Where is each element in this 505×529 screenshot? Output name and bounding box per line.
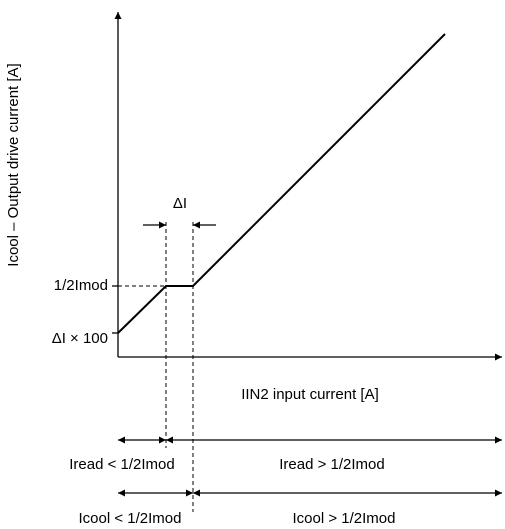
range-label: Iread < 1/2Imod xyxy=(69,456,174,473)
x-axis-label: IIN2 input current [A] xyxy=(241,386,379,403)
y-axis-label: Icool – Output drive current [A] xyxy=(5,63,22,266)
range-label: Icool > 1/2Imod xyxy=(293,510,396,527)
offset-label: ΔI × 100 xyxy=(52,330,108,347)
delta-label: ΔI xyxy=(173,195,187,212)
half-imod-label: 1/2Imod xyxy=(54,277,108,294)
range-label: Icool < 1/2Imod xyxy=(79,510,182,527)
range-label: Iread > 1/2Imod xyxy=(279,456,384,473)
transfer-curve xyxy=(117,33,446,334)
